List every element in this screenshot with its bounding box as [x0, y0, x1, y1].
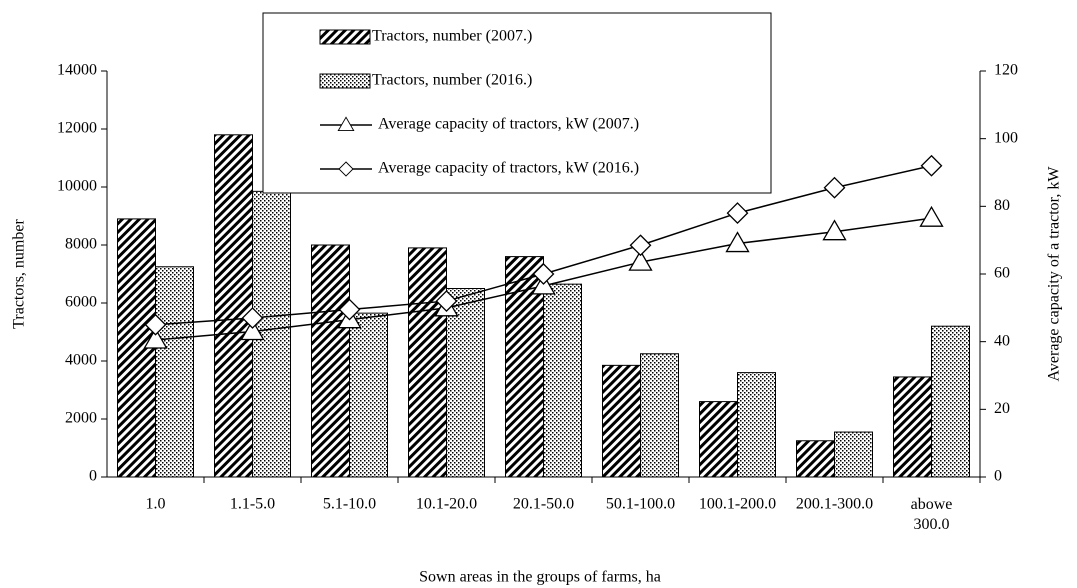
diamond-marker — [629, 234, 652, 257]
y-tick-label: 2000 — [65, 410, 97, 427]
x-tick-label: 1.0 — [146, 496, 166, 513]
bar — [834, 431, 873, 478]
y-tick-label: 4000 — [65, 352, 97, 369]
bar — [311, 244, 350, 478]
triangle-marker — [240, 319, 265, 341]
bar — [214, 134, 253, 478]
x-tick-label: 5.1-10.0 — [323, 496, 376, 513]
y-tick-label: 6000 — [65, 294, 97, 311]
bar — [155, 266, 194, 478]
legend-swatch — [319, 73, 371, 89]
x-tick-label: 100.1-200.0 — [699, 496, 776, 513]
diamond-marker — [435, 290, 458, 312]
bar — [543, 283, 582, 478]
legend-label: Tractors, number (2016.) — [372, 72, 532, 89]
y-tick-label: 10000 — [57, 178, 97, 195]
y2-tick-label: 20 — [994, 400, 1010, 417]
legend-swatch — [319, 29, 371, 45]
x-tick-label: 20.1-50.0 — [513, 496, 574, 513]
bar — [931, 325, 970, 478]
x-tick-label: 10.1-20.0 — [416, 496, 477, 513]
triangle-marker — [337, 116, 355, 132]
y2-tick-label: 40 — [994, 332, 1010, 349]
triangle-marker — [822, 219, 847, 241]
bar — [699, 401, 738, 478]
y2-tick-label: 60 — [994, 265, 1010, 282]
bar — [893, 376, 932, 478]
y-tick-label: 0 — [89, 468, 97, 485]
x-tick-label: 50.1-100.0 — [606, 496, 675, 513]
triangle-marker — [725, 231, 750, 253]
x-tick-label: 1.1-5.0 — [230, 496, 275, 513]
triangle-marker — [143, 327, 168, 349]
diamond-marker — [338, 298, 361, 321]
diamond-marker — [823, 176, 846, 199]
y2-tick-label: 0 — [994, 468, 1002, 485]
diamond-marker — [338, 161, 354, 177]
bar — [349, 312, 388, 478]
y-tick-label: 14000 — [57, 62, 97, 79]
bar — [796, 440, 835, 478]
y-tick-label: 8000 — [65, 236, 97, 253]
diamond-marker — [241, 307, 264, 329]
bar — [602, 364, 641, 478]
bar — [640, 353, 679, 478]
x-tick-label: 200.1-300.0 — [796, 496, 873, 513]
x-axis-label: Sown areas in the groups of farms, ha — [419, 569, 661, 586]
legend-label: Tractors, number (2007.) — [372, 28, 532, 45]
diamond-marker — [532, 263, 555, 285]
triangle-marker — [919, 205, 944, 227]
diamond-marker — [144, 313, 167, 336]
y2-tick-label: 80 — [994, 197, 1010, 214]
y-tick-label: 12000 — [57, 120, 97, 137]
legend: Tractors, number (2007.) Tractors, number… — [262, 12, 772, 194]
legend-label: Average capacity of tractors, kW (2007.) — [378, 116, 639, 133]
bar — [446, 288, 485, 478]
bar — [408, 247, 447, 478]
y2-axis-label: Average capacity of a tractor, kW — [1046, 166, 1063, 382]
diamond-marker — [920, 154, 943, 177]
y2-tick-label: 120 — [994, 62, 1018, 79]
bar — [737, 372, 776, 478]
y2-tick-label: 100 — [994, 129, 1018, 146]
triangle-marker — [628, 249, 653, 271]
legend-label: Average capacity of tractors, kW (2016.) — [378, 160, 639, 177]
x-tick-label: abowe 300.0 — [911, 496, 953, 533]
diamond-marker — [726, 202, 749, 225]
y-axis-label: Tractors, number — [11, 219, 28, 329]
